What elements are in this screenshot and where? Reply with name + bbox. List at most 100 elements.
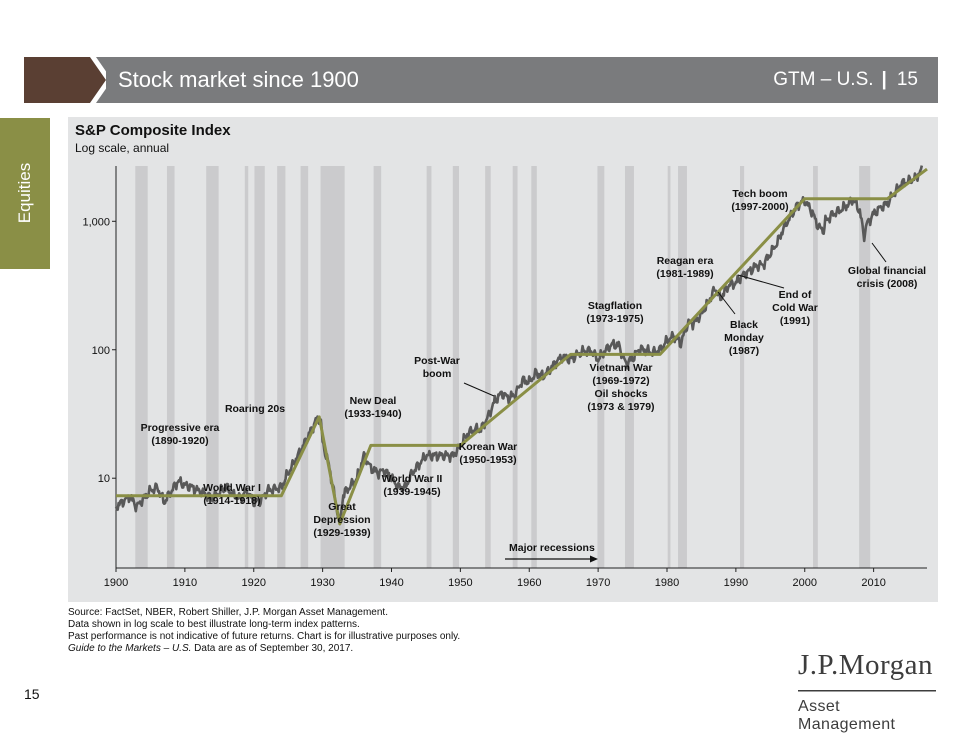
index-line — [114, 165, 924, 519]
header-bar — [24, 57, 938, 103]
annotation-line: (1939-1945) — [383, 486, 440, 498]
annotation-line: Tech boom — [732, 188, 787, 200]
recession-band — [452, 166, 459, 568]
annotation-line: boom — [423, 368, 452, 380]
annotation-label: Black Monday (1987) — [724, 319, 764, 357]
recession-band — [624, 166, 634, 568]
annotation-label: Global financial crisis (2008) — [848, 265, 926, 290]
annotation-line: (1981-1989) — [656, 268, 713, 280]
trend-line-group — [116, 167, 928, 526]
x-tick-label: 1990 — [724, 577, 748, 589]
annotation-line: (1890-1920) — [151, 435, 208, 447]
recession-band — [678, 166, 687, 568]
annotation-line: Great — [328, 501, 356, 513]
annotation-line: (1987) — [729, 345, 759, 357]
annotation-label: New Deal (1933-1940) — [344, 395, 401, 420]
annotation-line: Monday — [724, 332, 764, 344]
header-chevron-icon — [24, 57, 106, 103]
annotation-line: Vietnam War — [589, 362, 652, 374]
annotation-label: Post-War boom — [414, 355, 460, 380]
recession-band — [300, 166, 309, 568]
annotation-label: Stagflation (1973-1975) — [586, 300, 643, 325]
annotation-line: World War I — [203, 482, 261, 494]
recession-band — [135, 166, 148, 568]
arrow-head-icon — [590, 555, 598, 563]
x-tick-label: 2000 — [793, 577, 817, 589]
annotation-label: Progressive era (1890-1920) — [141, 422, 220, 447]
annotation-label: Roaring 20s — [225, 403, 285, 415]
x-tick-label: 1920 — [242, 577, 266, 589]
annotation-line: Korean War — [459, 441, 518, 453]
x-tick-label: 1900 — [104, 577, 128, 589]
annotation-line: Roaring 20s — [225, 403, 285, 415]
annotation-label: End of Cold War (1991) — [772, 289, 818, 327]
annotation-line: Global financial — [848, 265, 926, 277]
index-line-group — [114, 165, 924, 519]
annotation-line: World War II — [382, 473, 443, 485]
footnote-source: Source: FactSet, NBER, Robert Shiller, J… — [68, 607, 388, 618]
recession-band — [485, 166, 491, 568]
annotation-line: (1991) — [780, 315, 810, 327]
x-tick-label: 2010 — [861, 577, 885, 589]
chart-axes: 10 100 1,000 1900 1910 1920 1930 1940 1950 1960 19… — [82, 166, 927, 589]
annotation-label: Tech boom (1997-2000) — [731, 188, 788, 213]
annotation-leader — [463, 382, 495, 397]
recession-band — [740, 166, 745, 568]
recession-band — [320, 166, 345, 568]
logo-wordmark: J.P.Morgan — [798, 649, 933, 681]
recession-band — [277, 166, 286, 568]
annotation-line: (1914-1918) — [203, 495, 260, 507]
annotation-leader — [717, 291, 736, 315]
logo-rule — [798, 690, 936, 692]
annotation-line: Black — [730, 319, 758, 331]
annotation-label: Korean War (1950-1953) — [459, 441, 518, 466]
section-separator: | — [881, 69, 887, 90]
recession-band — [373, 166, 382, 568]
annotation-line: Post-War — [414, 355, 460, 367]
annotation-line: Reagan era — [657, 255, 714, 267]
recession-band — [166, 166, 175, 568]
annotation-leader — [871, 242, 887, 263]
recession-band — [813, 166, 818, 568]
x-tick-label: 1960 — [517, 577, 541, 589]
page-number: 15 — [24, 686, 40, 702]
x-tick-label: 1940 — [379, 577, 403, 589]
x-tick-label: 1930 — [310, 577, 334, 589]
recession-band — [667, 166, 671, 568]
annotation-line: Cold War — [772, 302, 818, 314]
recession-band — [512, 166, 518, 568]
annotation-label: World War II (1939-1945) — [382, 473, 443, 498]
trend-line — [116, 167, 928, 526]
footnote-guide-title: Guide to the Markets – U.S. — [68, 643, 192, 654]
annotation-line: (1950-1953) — [459, 454, 516, 466]
annotation-line: (1997-2000) — [731, 201, 788, 213]
chart-title: S&P Composite Index — [75, 122, 231, 139]
annotations: Progressive era (1890-1920)World War I (19… — [141, 188, 926, 563]
annotation-label: Vietnam War (1969-1972) Oil shocks (1973 & … — [587, 362, 654, 413]
annotation-line: (1969-1972) — [592, 375, 649, 387]
y-tick-label: 1,000 — [82, 216, 110, 228]
jpmorgan-logo: J.P.Morgan Asset Management — [798, 650, 938, 734]
annotation-line: New Deal — [350, 395, 397, 407]
recession-bands — [135, 166, 871, 568]
annotation-line: Oil shocks — [594, 388, 647, 400]
annotation-line: (1973-1975) — [586, 313, 643, 325]
y-tick-label: 10 — [98, 473, 110, 485]
section-label: GTM – U.S. — [773, 69, 874, 90]
annotation-line: crisis (2008) — [857, 278, 918, 290]
footnote-data-date: Guide to the Markets – U.S. Data are as … — [68, 643, 460, 655]
annotation-label: World War I (1914-1918) — [203, 482, 261, 507]
annotation-label: Great Depression (1929-1939) — [313, 501, 370, 539]
recession-band — [597, 166, 605, 568]
recession-band — [254, 166, 265, 568]
slide-number: 15 — [896, 69, 918, 90]
footnote-disclaimer: Past performance is not indicative of fu… — [68, 631, 461, 642]
chart-subtitle: Log scale, annual — [75, 141, 170, 155]
x-tick-label: 1950 — [448, 577, 472, 589]
footnote-date-text: Data are as of September 30, 2017. — [191, 643, 354, 654]
x-tick-label: 1910 — [173, 577, 197, 589]
y-tick-label: 100 — [92, 345, 110, 357]
recession-band — [859, 166, 871, 568]
equities-tab: Equities — [0, 118, 50, 269]
